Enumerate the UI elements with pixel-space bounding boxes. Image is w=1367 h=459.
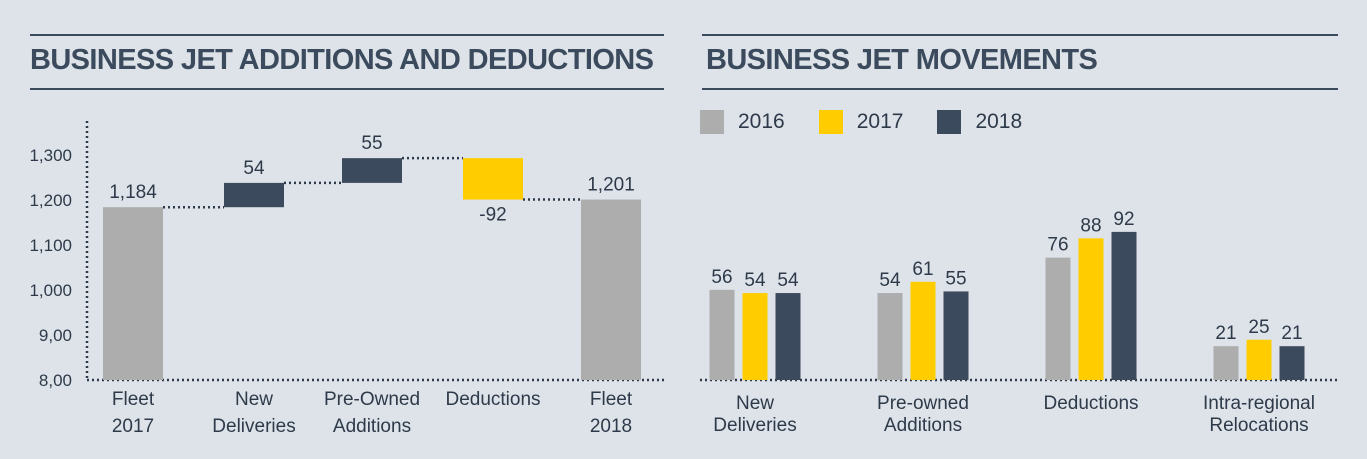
category-label: New	[235, 389, 273, 410]
y-tick-label: 9,00	[39, 326, 72, 345]
bar	[1213, 346, 1239, 380]
category-label: Deliveries	[212, 416, 295, 437]
data-label: 1,184	[109, 182, 157, 203]
category-label: Deductions	[1043, 393, 1138, 414]
legend-label: 2016	[738, 110, 785, 133]
data-label: 92	[1113, 209, 1134, 230]
bar	[910, 281, 936, 380]
legend-swatch	[700, 110, 724, 134]
data-label: 54	[879, 270, 901, 291]
y-tick-label: 1,200	[29, 191, 72, 210]
category-label: Additions	[333, 416, 411, 437]
chart-legend: 2016 2017 2018	[700, 110, 1056, 134]
category-label: Deliveries	[713, 415, 796, 436]
y-tick-label: 1,000	[29, 281, 72, 300]
data-label: 88	[1080, 215, 1101, 236]
data-label: 54	[243, 158, 265, 179]
legend-swatch	[818, 110, 843, 134]
bar	[775, 293, 801, 380]
data-label: 21	[1215, 323, 1236, 344]
data-label: -92	[479, 205, 506, 226]
data-label: 61	[912, 259, 933, 280]
data-label: 76	[1047, 235, 1068, 256]
top-rule	[702, 34, 1338, 36]
legend-label: 2018	[975, 110, 1023, 133]
additions-deductions-panel: BUSINESS JET ADDITIONS AND DEDUCTIONS 8,…	[0, 0, 680, 459]
waterfall-bar	[103, 207, 163, 380]
bar	[742, 293, 768, 380]
data-label: 55	[361, 133, 382, 154]
top-rule	[30, 34, 664, 36]
waterfall-chart: 8,00 9,00 1,000 1,100 1,200 1,300 1,184 54 55 -92…	[29, 121, 664, 437]
waterfall-bar	[224, 182, 284, 208]
title-underline	[702, 88, 1338, 90]
bar	[1279, 346, 1305, 380]
data-label: 56	[711, 267, 732, 288]
waterfall-bar	[342, 158, 402, 183]
legend-item: 2016	[700, 110, 785, 134]
y-tick-label: 1,300	[29, 146, 72, 165]
waterfall-bar	[463, 158, 523, 200]
category-label: Intra-regional	[1203, 393, 1315, 414]
category-label: Pre-owned	[877, 393, 969, 414]
category-label: 2017	[112, 416, 154, 437]
data-label: 25	[1248, 317, 1269, 338]
category-label: Additions	[884, 415, 962, 436]
chart-title: BUSINESS JET ADDITIONS AND DEDUCTIONS	[30, 44, 654, 76]
category-label: 2018	[590, 416, 632, 437]
movements-panel: BUSINESS JET MOVEMENTS 2016 2017 2018 56 54…	[680, 0, 1367, 459]
data-label: 55	[945, 268, 966, 289]
legend-item: 2018	[937, 110, 1022, 134]
data-label: 54	[744, 270, 766, 291]
data-label: 54	[777, 270, 799, 291]
legend-item: 2017	[818, 110, 904, 134]
bar	[1246, 339, 1272, 380]
category-label: Deductions	[445, 389, 540, 410]
category-label: New	[736, 393, 774, 414]
legend-label: 2017	[856, 110, 904, 133]
bar	[709, 289, 735, 380]
y-tick-label: 8,00	[39, 371, 72, 390]
data-label: 1,201	[587, 175, 635, 196]
chart-title: BUSINESS JET MOVEMENTS	[706, 44, 1098, 76]
y-tick-label: 1,100	[29, 236, 72, 255]
bar	[1078, 238, 1104, 380]
waterfall-bar	[581, 199, 641, 380]
category-label: Pre-Owned	[324, 389, 420, 410]
category-label: Fleet	[590, 389, 633, 410]
bar	[877, 293, 903, 380]
bar	[943, 291, 969, 380]
category-label: Fleet	[112, 389, 155, 410]
legend-swatch	[937, 110, 962, 134]
title-underline	[30, 88, 664, 90]
bar	[1111, 231, 1137, 380]
bar	[1045, 257, 1071, 380]
data-label: 21	[1281, 323, 1302, 344]
category-label: Relocations	[1209, 415, 1308, 436]
